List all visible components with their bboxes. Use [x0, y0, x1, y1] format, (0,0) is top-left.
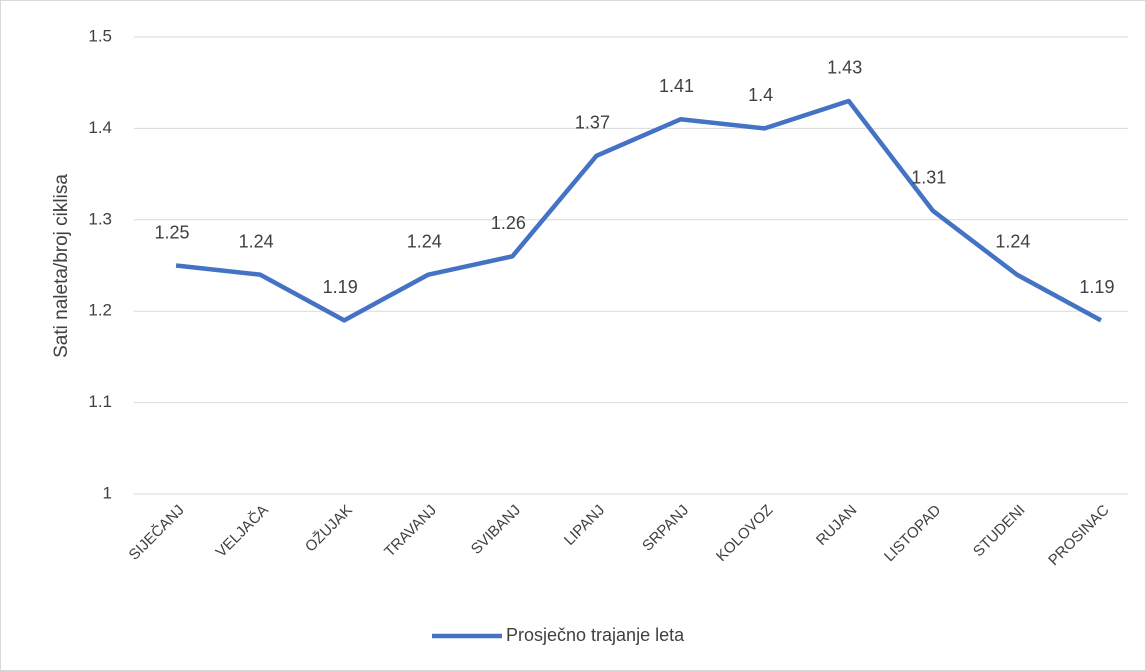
y-tick-label: 1.3	[88, 209, 112, 228]
y-tick-label: 1.4	[88, 118, 112, 137]
data-label: 1.25	[155, 222, 190, 242]
line	[175, 98, 1103, 323]
data-label: 1.24	[239, 231, 274, 251]
y-tick-label: 1.5	[88, 26, 112, 45]
y-tick-label: 1.1	[88, 392, 112, 411]
data-label: 1.19	[323, 277, 358, 297]
data-label: 1.19	[1079, 277, 1114, 297]
data-label: 1.41	[659, 76, 694, 96]
data-label: 1.43	[827, 58, 862, 78]
data-label: 1.31	[911, 167, 946, 187]
y-tick-label: 1	[103, 483, 112, 502]
y-tick-label: 1.2	[88, 301, 112, 320]
data-label: 1.24	[407, 231, 442, 251]
y-axis-label: Sati naleta/broj ciklisa	[51, 174, 72, 358]
data-label: 1.26	[491, 213, 526, 233]
data-label: 1.37	[575, 113, 610, 133]
legend-label: Prosječno trajanje leta	[506, 625, 685, 645]
data-label: 1.4	[748, 85, 773, 105]
data-label: 1.24	[995, 231, 1030, 251]
